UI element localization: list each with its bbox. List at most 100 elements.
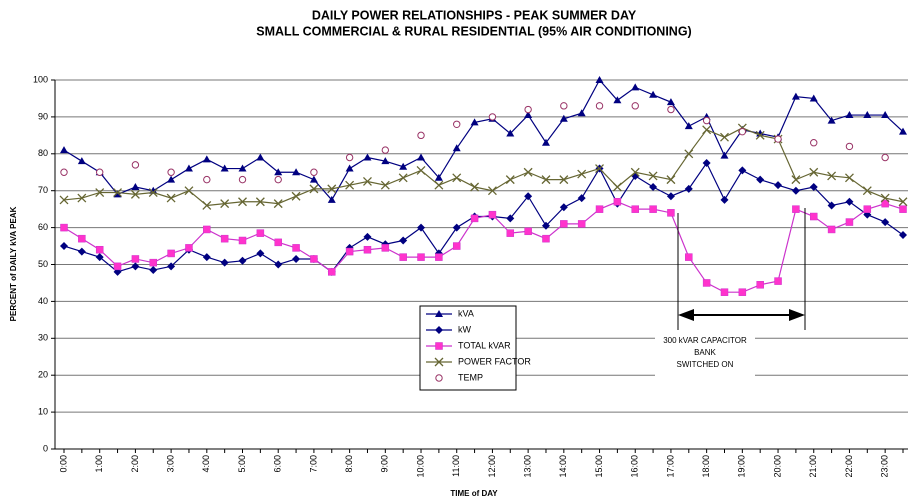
marker [131,262,140,271]
y-tick-label: 40 [38,296,48,306]
marker [185,244,193,252]
annotation: SWITCHED ON [677,360,734,369]
marker [95,188,105,198]
marker [398,173,408,183]
marker [666,98,675,106]
marker [434,173,443,181]
x-tick-label: 11:00 [451,455,461,477]
marker [470,214,479,223]
marker [845,111,854,119]
marker [363,153,372,161]
marker [844,173,854,183]
marker [755,130,765,140]
x-tick-label: 1:00 [94,455,104,473]
marker [560,220,568,228]
marker [202,253,211,262]
marker [256,153,265,161]
marker [274,238,282,247]
marker [399,236,408,245]
marker [166,193,176,203]
marker [345,247,354,256]
marker [238,175,247,184]
marker [238,197,247,207]
x-tick-label: 23:00 [880,455,890,478]
marker [95,245,104,254]
marker [417,131,425,140]
annotation: 300 kVAR CAPACITOR [663,336,747,345]
marker [310,255,318,263]
marker [77,157,86,165]
marker [435,342,443,350]
marker [862,186,872,196]
marker [435,374,443,382]
marker [827,201,836,210]
y-tick-label: 70 [38,185,48,195]
marker [524,111,533,119]
marker [791,175,801,185]
marker [149,186,158,194]
marker [506,214,515,223]
marker [738,288,747,296]
marker [881,218,890,227]
marker [845,197,854,206]
marker [541,221,550,230]
marker [827,116,836,124]
x-tick-label: 21:00 [808,455,818,478]
marker [613,198,622,206]
marker [399,253,407,261]
marker [453,120,461,128]
marker [684,184,693,193]
marker [78,234,86,243]
marker [149,258,158,267]
marker [487,186,497,196]
marker [274,175,282,184]
marker [452,173,462,183]
grid [55,79,908,450]
marker [417,153,426,161]
marker [595,102,604,110]
marker [184,164,193,172]
marker [684,149,694,159]
marker [345,180,355,190]
marker [452,223,461,232]
marker [399,162,408,170]
marker [809,94,818,102]
x-tick-label: 18:00 [701,455,711,478]
marker [184,186,194,196]
marker [363,245,372,254]
marker [292,254,301,263]
marker [310,168,318,176]
y-tick-label: 20 [38,370,48,380]
x-tick-label: 9:00 [380,455,390,473]
marker [881,111,890,119]
marker [60,242,68,251]
marker [470,182,480,192]
marker [524,192,533,201]
marker [899,230,907,239]
marker [702,279,711,287]
marker [631,83,640,91]
marker [381,146,390,154]
x-tick-label: 13:00 [523,455,533,478]
chart-title: DAILY POWER RELATIONSHIPS - PEAK SUMMER … [312,8,637,22]
marker [899,205,907,213]
marker [256,249,265,258]
marker [559,175,569,185]
marker [649,90,658,98]
marker [327,184,337,194]
marker [756,175,765,184]
marker [60,223,68,232]
marker [577,194,586,203]
marker [612,182,622,192]
marker [77,247,86,256]
marker [452,144,461,152]
marker [238,164,247,172]
y-axis-title: PERCENT of DAILY kVA PEAK [9,206,18,321]
marker [666,175,676,185]
marker [524,105,532,114]
marker [381,157,390,165]
marker [113,188,123,198]
marker [738,127,747,136]
legend-label: kW [458,324,472,334]
marker [684,122,693,130]
